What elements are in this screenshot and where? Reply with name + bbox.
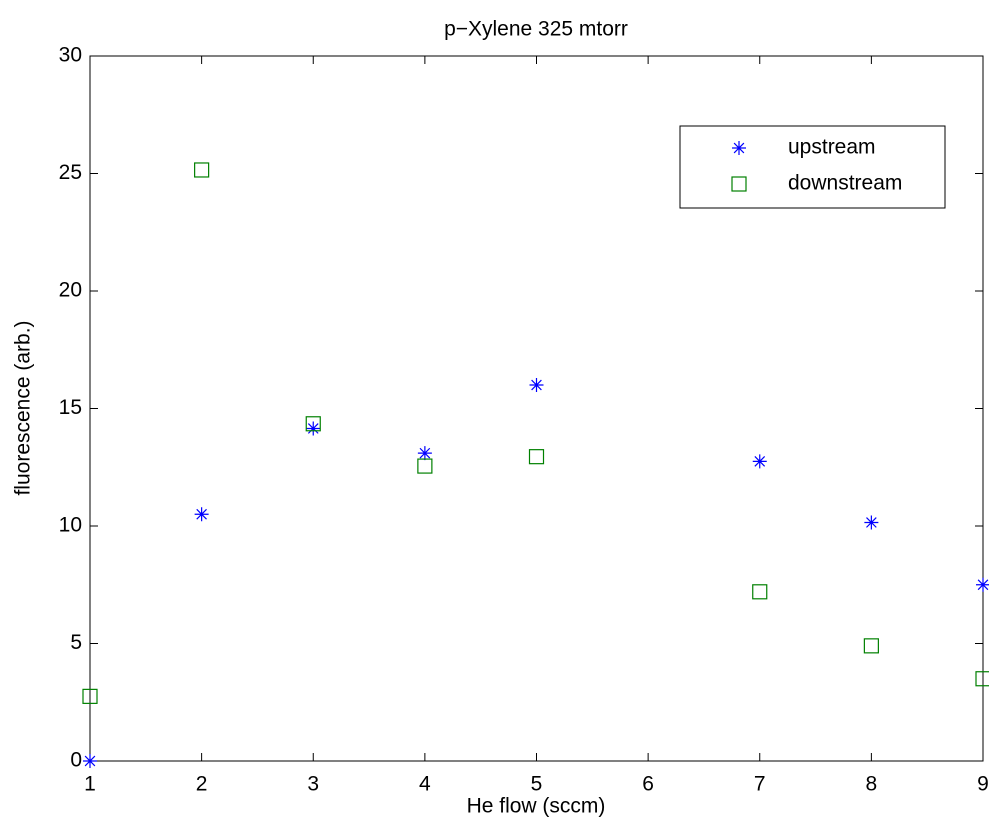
x-tick-label: 2 xyxy=(196,773,208,796)
data-point xyxy=(976,577,989,592)
data-point xyxy=(752,584,768,600)
x-axis-label: He flow (sccm) xyxy=(467,795,606,818)
legend-box xyxy=(679,125,946,209)
y-axis-label: fluorescence (arb.) xyxy=(12,320,35,495)
data-point xyxy=(528,449,545,465)
data-point xyxy=(864,515,879,530)
data-point xyxy=(82,688,98,704)
y-tick-label: 20 xyxy=(59,279,82,302)
y-tick-label: 15 xyxy=(59,396,82,419)
data-point xyxy=(306,421,321,436)
y-tick-label: 25 xyxy=(59,161,82,184)
data-point xyxy=(417,446,432,461)
legend-marker xyxy=(731,176,747,192)
data-point xyxy=(975,671,989,687)
data-point xyxy=(194,507,209,522)
x-tick-label: 4 xyxy=(419,773,431,796)
x-tick-label: 3 xyxy=(307,773,319,796)
y-tick-label: 30 xyxy=(59,44,82,67)
legend-marker xyxy=(732,141,746,155)
data-point xyxy=(194,162,210,178)
x-tick-label: 6 xyxy=(642,773,654,796)
legend-label: downstream xyxy=(788,172,902,195)
y-tick-label: 5 xyxy=(70,631,82,654)
x-tick-label: 7 xyxy=(754,773,766,796)
data-point xyxy=(417,458,433,474)
legend-label: upstream xyxy=(788,136,876,159)
x-tick-label: 9 xyxy=(977,773,989,796)
data-point xyxy=(752,454,767,469)
data-point xyxy=(863,638,879,654)
data-point xyxy=(83,754,97,768)
chart-title: p−Xylene 325 mtorr xyxy=(444,18,628,41)
x-tick-label: 5 xyxy=(531,773,543,796)
y-tick-label: 10 xyxy=(59,514,82,537)
y-tick-label: 0 xyxy=(70,749,82,772)
data-point xyxy=(305,416,321,432)
x-tick-label: 1 xyxy=(84,773,96,796)
data-point xyxy=(529,378,544,392)
x-tick-label: 8 xyxy=(866,773,878,796)
